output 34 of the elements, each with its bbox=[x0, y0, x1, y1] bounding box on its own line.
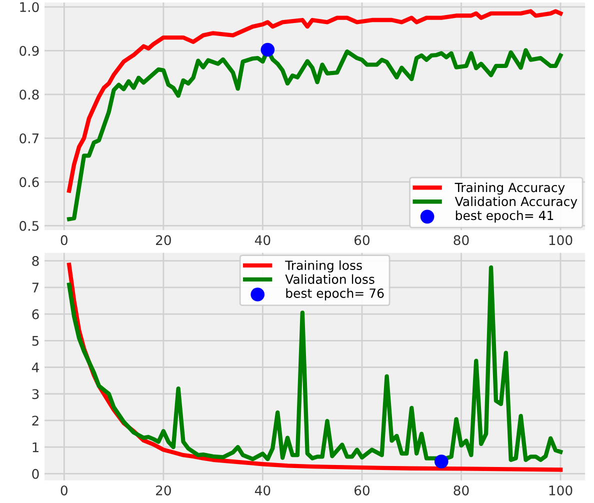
x-tick-label: 80 bbox=[454, 235, 469, 246]
x-tick-label: 20 bbox=[156, 485, 171, 496]
y-tick-label: 1.0 bbox=[20, 2, 39, 12]
y-tick-label: 7 bbox=[32, 282, 39, 292]
legend-label: best epoch= 41 bbox=[456, 210, 554, 223]
y-tick-label: 4 bbox=[32, 362, 39, 372]
x-tick-label: 0 bbox=[60, 235, 68, 246]
legend-label: Validation loss bbox=[285, 274, 374, 284]
x-tick-label: 40 bbox=[254, 485, 270, 496]
x-tick-label: 80 bbox=[454, 485, 469, 496]
x-tick-label: 60 bbox=[354, 485, 370, 496]
y-tick-label: 0.6 bbox=[20, 177, 39, 188]
y-tick-label: 8 bbox=[32, 256, 39, 266]
y-tick-label: 0.7 bbox=[20, 133, 39, 144]
y-tick-label: 6 bbox=[32, 309, 39, 320]
y-tick-label: 0 bbox=[32, 468, 39, 479]
x-tick-label: 0 bbox=[60, 485, 68, 496]
x-tick-label: 60 bbox=[354, 235, 370, 246]
legend-label: Training Accuracy bbox=[454, 182, 565, 195]
y-tick-label: 0.9 bbox=[20, 46, 39, 56]
x-tick-label: 100 bbox=[549, 235, 572, 246]
legend-label: Training loss bbox=[285, 260, 362, 272]
y-tick-label: 2 bbox=[32, 416, 38, 426]
y-tick-label: 1 bbox=[32, 442, 38, 452]
y-tick-label: 3 bbox=[32, 389, 39, 400]
y-tick-label: 0.8 bbox=[20, 90, 39, 100]
legend-label: best epoch= 76 bbox=[286, 288, 384, 300]
x-tick-label: 40 bbox=[254, 235, 270, 246]
x-tick-label: 20 bbox=[156, 235, 171, 246]
line-series bbox=[67, 9, 563, 193]
x-tick-label: 100 bbox=[549, 485, 572, 496]
legend-label: Validation Accuracy bbox=[454, 196, 578, 209]
y-tick-label: 0.5 bbox=[20, 220, 39, 231]
y-tick-label: 5 bbox=[32, 336, 39, 346]
